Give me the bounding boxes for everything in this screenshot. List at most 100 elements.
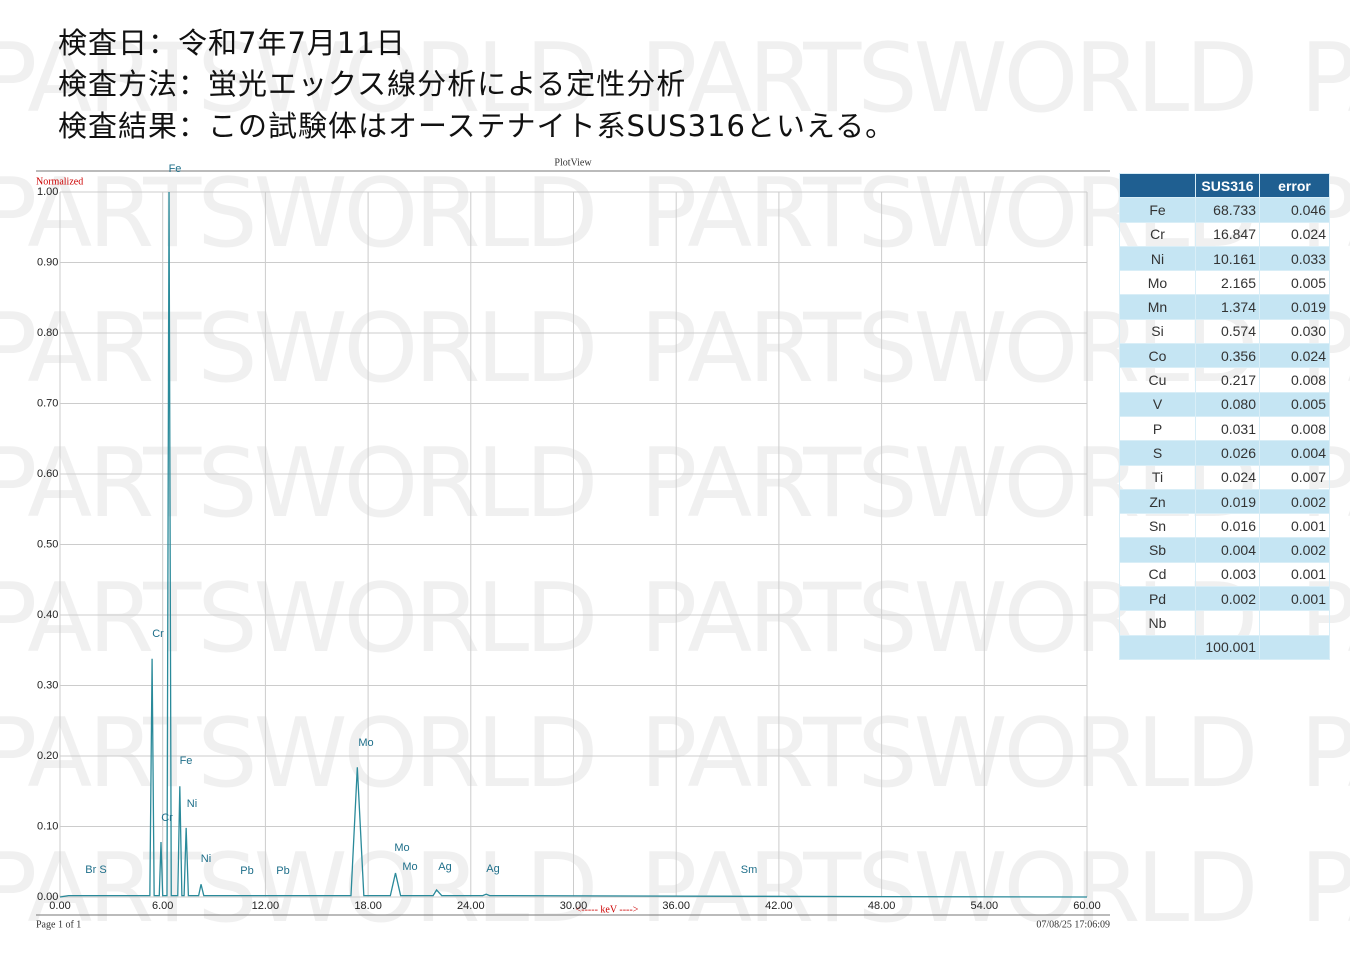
header-row: SUS316 error [1119,172,1330,199]
table-row: Fe 68.733 0.046 [1119,197,1330,223]
table-row: Nb [1119,610,1330,636]
x-tick-label: 48.00 [868,900,896,912]
table-cell: P [1119,415,1196,442]
peak-label: Fe [180,755,193,767]
x-tick-label: 18.00 [354,900,382,912]
watermark: PARTSWORLD [640,834,1254,944]
header-cell: error [1259,172,1330,199]
watermark: PARTSWORLD [0,834,594,944]
table-cell: 0.004 [1259,440,1330,466]
watermark: PARTSWORLD [1300,699,1350,809]
y-tick-label: 0.10 [37,820,58,832]
chart: PlotView Normalized <----- keV ----> Pag… [36,157,1110,930]
table-cell: 0.001 [1259,513,1330,539]
table-row: Ni 10.161 0.033 [1119,245,1330,272]
table-cell: 0.024 [1259,221,1330,247]
table-cell: 0.007 [1259,464,1330,490]
table-cell: 0.080 [1195,391,1260,417]
table-cell: 0.217 [1195,367,1260,393]
results-table: SUS316 error Fe 68.733 0.046 Cr 16.847 0.024 Ni 1… [1119,172,1330,660]
table-cell: Si [1119,318,1196,345]
header-cell: SUS316 [1195,172,1260,199]
table-cell: 0.024 [1195,464,1260,490]
header-cell [1119,172,1196,199]
peak-label: Ni [201,853,211,865]
peak-label: Mo [394,842,409,854]
table-cell: Cr [1119,221,1196,247]
timestamp: 07/08/25 17:06:09 [1036,919,1110,930]
y-tick-label: 0.60 [37,468,58,480]
watermark: PARTSWORLD [0,564,594,674]
table-cell: Mo [1119,270,1196,296]
peak-label: Pb [240,865,253,877]
peak-label: Fe [169,163,182,175]
peak-label: Sm [741,864,758,876]
table-cell: 0.002 [1259,537,1330,563]
header-line: 検査結果：この試験体はオーステナイト系SUS316といえる。 [58,109,896,143]
table-cell: 68.733 [1195,197,1260,223]
table-cell: Zn [1119,488,1196,515]
y-tick-label: 0.70 [37,397,58,409]
table-cell: 0.031 [1195,415,1260,442]
table-row: Ti 0.024 0.007 [1119,464,1330,490]
peak-label: Ag [486,863,499,875]
table-cell: 10.161 [1195,245,1260,272]
x-tick-label: 36.00 [662,900,690,912]
table-cell: 1.374 [1195,294,1260,320]
table-cell: 0.356 [1195,343,1260,369]
table-cell [1259,634,1330,660]
watermark: PARTSWORLD [0,159,594,269]
y-tick-label: 0.40 [37,609,58,621]
table-cell: 0.019 [1259,294,1330,320]
x-tick-label: 12.00 [252,900,280,912]
table-cell: Pd [1119,586,1196,612]
x-tick-label: 60.00 [1073,900,1101,912]
y-tick-label: 0.50 [37,538,58,550]
header-line: 検査日：令和7年7月11日 [58,26,406,60]
peak-label: Pb [276,865,289,877]
table-row: S 0.026 0.004 [1119,440,1330,466]
table-cell: 0.002 [1195,586,1260,612]
table-cell: 0.030 [1259,318,1330,345]
table-cell: 0.033 [1259,245,1330,272]
spectrum-line [59,191,1088,898]
table-cell: 0.008 [1259,415,1330,442]
peak-label: Mo [402,861,417,873]
table-cell: 0.001 [1259,561,1330,588]
y-tick-label: 0.80 [37,327,58,339]
table-cell: 2.165 [1195,270,1260,296]
table-row: V 0.080 0.005 [1119,391,1330,417]
table-cell: Nb [1119,610,1196,636]
table-row: P 0.031 0.008 [1119,415,1330,442]
x-tick-label: 24.00 [457,900,485,912]
table-row: Co 0.356 0.024 [1119,343,1330,369]
x-tick-label: 6.00 [152,900,173,912]
table-cell: S [1119,440,1196,466]
table-row: Sn 0.016 0.001 [1119,513,1330,539]
table-cell: Ti [1119,464,1196,490]
table-cell: Cu [1119,367,1196,393]
y-tick-label: 0.20 [37,750,58,762]
watermark: PARTSWORLD [0,24,594,134]
table-row: Pd 0.002 0.001 [1119,586,1330,612]
table-cell: 0.026 [1195,440,1260,466]
table-row: Cu 0.217 0.008 [1119,367,1330,393]
x-tick-label: 54.00 [971,900,999,912]
y-tick-label: 0.30 [37,679,58,691]
table-cell: 0.019 [1195,488,1260,515]
table-cell: 0.001 [1259,586,1330,612]
table-row: Zn 0.019 0.002 [1119,488,1330,515]
total-cell: 100.001 [1195,634,1260,660]
table-cell [1259,610,1330,636]
watermark: PARTSWORLD [0,429,594,539]
table-cell: 0.008 [1259,367,1330,393]
header-line: 検査方法：蛍光エックス線分析による定性分析 [58,67,687,101]
x-tick-label: 0.00 [49,900,70,912]
table-cell: Cd [1119,561,1196,588]
table-cell: Co [1119,343,1196,369]
table-cell: Ni [1119,245,1196,272]
table-row: Sb 0.004 0.002 [1119,537,1330,563]
table-cell: 0.002 [1259,488,1330,515]
y-axis-label: Normalized [36,176,83,187]
table-row: Mo 2.165 0.005 [1119,270,1330,296]
